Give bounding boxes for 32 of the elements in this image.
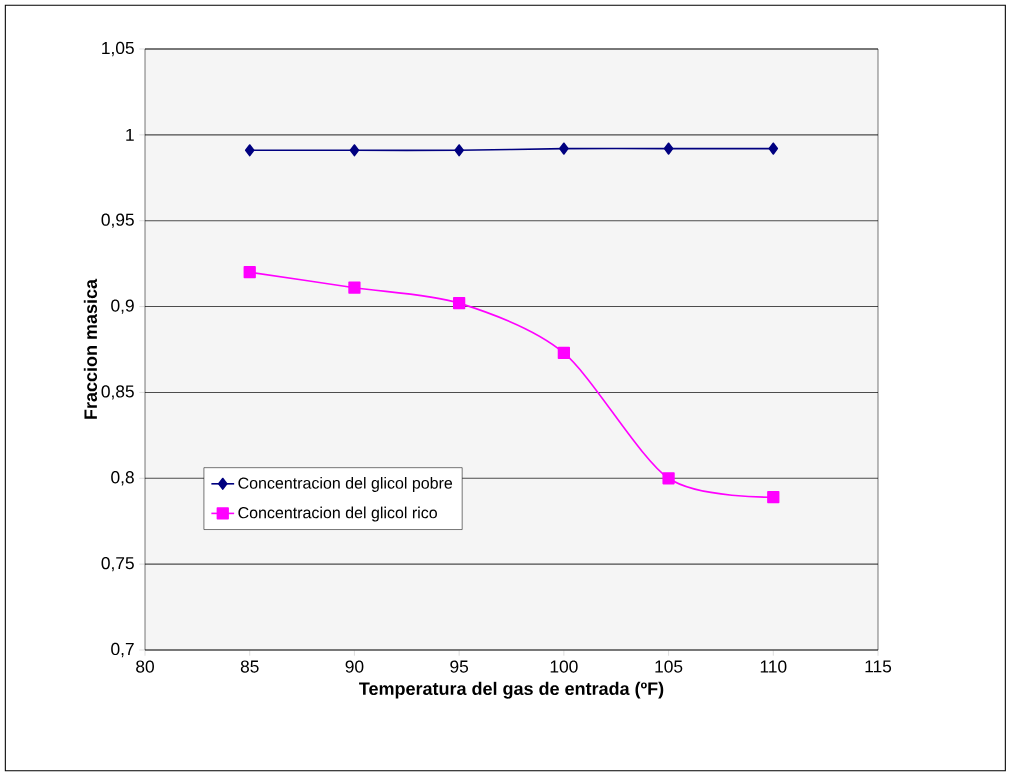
- y-tick-label: 0,9: [111, 299, 134, 314]
- x-tick-label: 115: [865, 660, 892, 673]
- x-axis-title: Temperatura del gas de entrada (ºF): [359, 681, 664, 699]
- y-tick-label: 1: [126, 128, 134, 141]
- point: [454, 144, 464, 157]
- point: [243, 266, 256, 279]
- point: [662, 472, 675, 485]
- point: [559, 142, 569, 155]
- legend-label: Concentracion del glicol rico: [238, 506, 437, 522]
- point: [767, 491, 780, 504]
- x-tick-label: 105: [655, 660, 683, 673]
- point: [244, 144, 255, 157]
- y-tick-label: 0,7: [111, 642, 134, 658]
- x-tick-label: 110: [760, 660, 787, 673]
- point: [663, 142, 674, 155]
- x-tick-label: 95: [450, 660, 469, 673]
- x-tick-label: 90: [345, 660, 364, 673]
- point: [349, 144, 360, 157]
- y-tick-label: 0,8: [111, 471, 134, 486]
- y-axis-title: Fraccion masica: [83, 278, 98, 419]
- y-tick-label: 0,85: [101, 385, 134, 400]
- x-tick-label: 85: [240, 660, 259, 673]
- y-tick-label: 1,05: [102, 41, 134, 57]
- point: [557, 346, 570, 360]
- point: [453, 297, 466, 310]
- point: [768, 142, 779, 155]
- point: [348, 281, 361, 294]
- legend-label: Concentracion del glicol pobre: [238, 477, 453, 492]
- x-tick-label: 80: [136, 660, 154, 673]
- y-tick-label: 0,75: [101, 556, 134, 572]
- y-tick-label: 0,95: [101, 213, 134, 228]
- x-tick-label: 100: [550, 660, 578, 673]
